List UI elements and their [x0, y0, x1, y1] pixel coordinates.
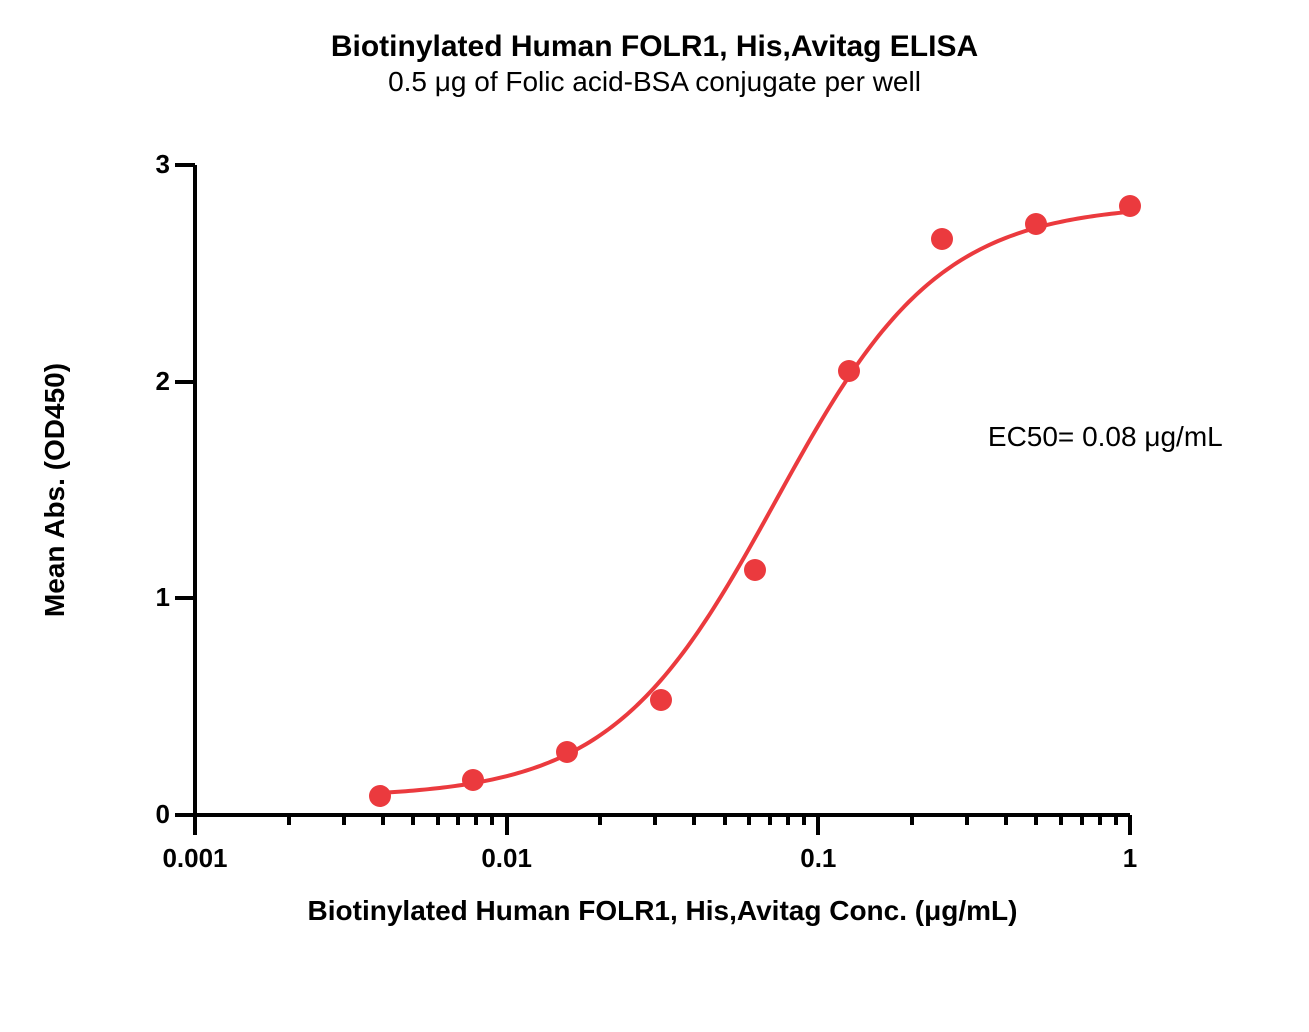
- x-tick-minor: [598, 815, 602, 825]
- x-tick-minor: [436, 815, 440, 825]
- x-tick-minor: [786, 815, 790, 825]
- x-tick-minor: [802, 815, 806, 825]
- x-tick-minor: [653, 815, 657, 825]
- y-tick: [175, 813, 195, 817]
- data-point: [650, 689, 672, 711]
- y-tick: [175, 596, 195, 600]
- data-point: [931, 228, 953, 250]
- x-tick-minor: [723, 815, 727, 825]
- y-tick-label: 2: [130, 366, 170, 397]
- x-tick-minor: [1034, 815, 1038, 825]
- plot-area: 01230.0010.010.11: [195, 165, 1130, 815]
- x-tick-minor: [411, 815, 415, 825]
- x-tick-minor: [910, 815, 914, 825]
- x-tick-label: 0.1: [758, 843, 878, 874]
- x-tick-minor: [965, 815, 969, 825]
- x-tick-minor: [1114, 815, 1118, 825]
- x-tick-minor: [768, 815, 772, 825]
- x-tick-minor: [1080, 815, 1084, 825]
- x-tick-minor: [1004, 815, 1008, 825]
- x-tick-major: [816, 815, 820, 835]
- data-point: [1119, 195, 1141, 217]
- x-tick-minor: [1059, 815, 1063, 825]
- y-tick: [175, 380, 195, 384]
- data-point: [838, 360, 860, 382]
- x-tick-minor: [287, 815, 291, 825]
- x-tick-minor: [747, 815, 751, 825]
- data-point: [369, 785, 391, 807]
- data-point: [744, 559, 766, 581]
- ec50-annotation: EC50= 0.08 μg/mL: [988, 421, 1223, 453]
- chart-container: Biotinylated Human FOLR1, His,Avitag ELI…: [0, 0, 1309, 1032]
- y-axis-label: Mean Abs. (OD450): [39, 340, 71, 640]
- chart-subtitle: 0.5 μg of Folic acid-BSA conjugate per w…: [0, 66, 1309, 98]
- x-tick-minor: [490, 815, 494, 825]
- y-tick-label: 1: [130, 582, 170, 613]
- x-tick-minor: [381, 815, 385, 825]
- fitted-curve: [195, 165, 1130, 815]
- data-point: [462, 769, 484, 791]
- x-tick-minor: [1098, 815, 1102, 825]
- x-tick-label: 0.001: [135, 843, 255, 874]
- x-tick-minor: [692, 815, 696, 825]
- x-tick-major: [1128, 815, 1132, 835]
- data-point: [556, 741, 578, 763]
- x-tick-minor: [342, 815, 346, 825]
- y-tick: [175, 163, 195, 167]
- x-tick-label: 1: [1070, 843, 1190, 874]
- x-axis-label: Biotinylated Human FOLR1, His,Avitag Con…: [195, 895, 1130, 927]
- x-tick-major: [505, 815, 509, 835]
- y-tick-label: 3: [130, 149, 170, 180]
- title-block: Biotinylated Human FOLR1, His,Avitag ELI…: [0, 30, 1309, 98]
- data-point: [1025, 213, 1047, 235]
- chart-title: Biotinylated Human FOLR1, His,Avitag ELI…: [0, 30, 1309, 64]
- x-tick-minor: [474, 815, 478, 825]
- x-tick-major: [193, 815, 197, 835]
- y-tick-label: 0: [130, 799, 170, 830]
- x-tick-label: 0.01: [447, 843, 567, 874]
- x-tick-minor: [456, 815, 460, 825]
